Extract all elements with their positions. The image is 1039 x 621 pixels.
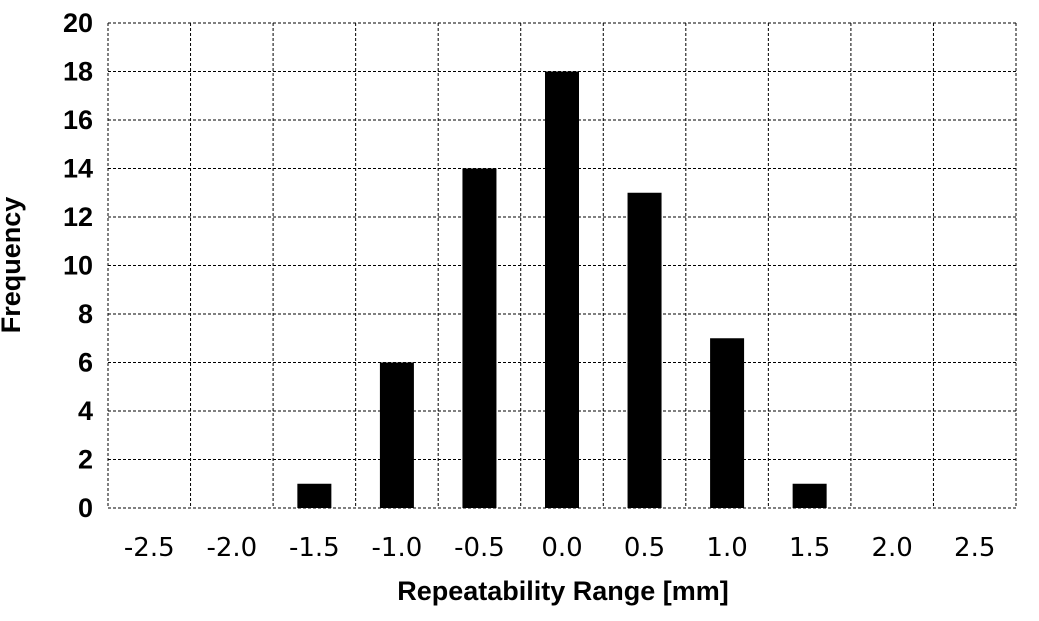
x-axis-label: Repeatability Range [mm] (397, 576, 729, 606)
bar (462, 169, 496, 509)
x-tick-label: 2.5 (954, 533, 995, 563)
x-tick-label: -2.5 (124, 533, 175, 563)
bar (793, 484, 827, 508)
bar (628, 193, 662, 508)
y-tick-label: 10 (63, 251, 93, 281)
x-tick-label: 2.0 (872, 533, 913, 563)
y-tick-label: 8 (78, 299, 93, 329)
x-tick-label: 0.0 (541, 533, 582, 563)
x-tick-label: 0.5 (624, 533, 665, 563)
y-tick-label: 16 (63, 105, 93, 135)
x-tick-label: 1.5 (789, 533, 830, 563)
x-tick-label: -1.5 (289, 533, 340, 563)
y-tick-label: 18 (63, 57, 93, 87)
x-tick-label: -2.0 (206, 533, 257, 563)
bar (380, 363, 414, 509)
x-tick-label: -0.5 (454, 533, 505, 563)
y-tick-label: 20 (63, 8, 93, 38)
y-tick-label: 14 (63, 154, 93, 184)
bar (545, 72, 579, 509)
y-tick-labels: 0 2 4 6 8 10 12 14 16 18 20 (63, 8, 93, 523)
y-tick-label: 0 (78, 493, 93, 523)
y-axis-label: Frequency (0, 197, 26, 334)
x-tick-label: -1.0 (372, 533, 423, 563)
y-tick-label: 2 (78, 445, 93, 475)
y-tick-label: 4 (78, 396, 93, 426)
bar (710, 338, 744, 508)
y-tick-label: 12 (63, 202, 93, 232)
x-tick-label: 1.0 (706, 533, 747, 563)
bar (297, 484, 331, 508)
x-tick-labels: -2.5 -2.0 -1.5 -1.0 -0.5 0.0 0.5 1.0 1.5 2.0 2.5 (124, 533, 996, 563)
y-tick-label: 6 (78, 348, 93, 378)
bar-layer (297, 72, 826, 509)
